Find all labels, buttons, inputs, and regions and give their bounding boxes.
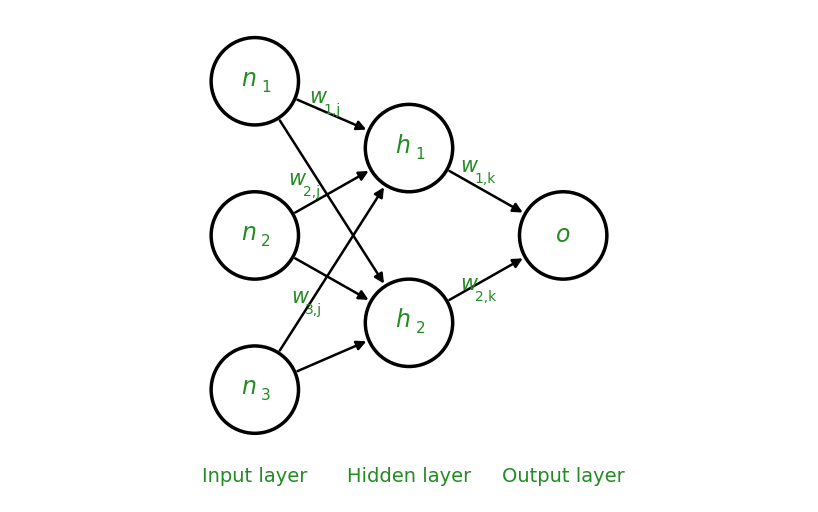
Circle shape [211,37,299,125]
Circle shape [366,279,452,367]
Text: 2: 2 [416,322,425,336]
Text: n: n [241,375,256,399]
Circle shape [366,104,452,192]
Text: 3: 3 [261,388,271,403]
Text: 1,k: 1,k [474,172,497,186]
Text: w: w [288,169,305,189]
Text: h: h [395,134,411,158]
Text: o: o [556,223,570,247]
Circle shape [211,346,299,433]
Text: n: n [241,67,256,91]
Text: 1: 1 [416,147,425,162]
Text: w: w [290,287,308,307]
Text: h: h [395,308,411,332]
Text: Input layer: Input layer [202,467,308,486]
Text: w: w [461,274,478,294]
Text: Output layer: Output layer [501,467,625,486]
Text: Hidden layer: Hidden layer [347,467,471,486]
Text: w: w [308,87,326,106]
Text: 1,j: 1,j [323,102,340,117]
Text: 3,j: 3,j [305,303,322,317]
Text: w: w [461,156,478,176]
Circle shape [519,192,607,279]
Text: n: n [241,221,256,245]
Text: 2: 2 [261,234,271,249]
Text: 2,j: 2,j [303,185,320,199]
Circle shape [211,192,299,279]
Text: 1: 1 [261,80,271,95]
Text: 2,k: 2,k [474,290,496,304]
